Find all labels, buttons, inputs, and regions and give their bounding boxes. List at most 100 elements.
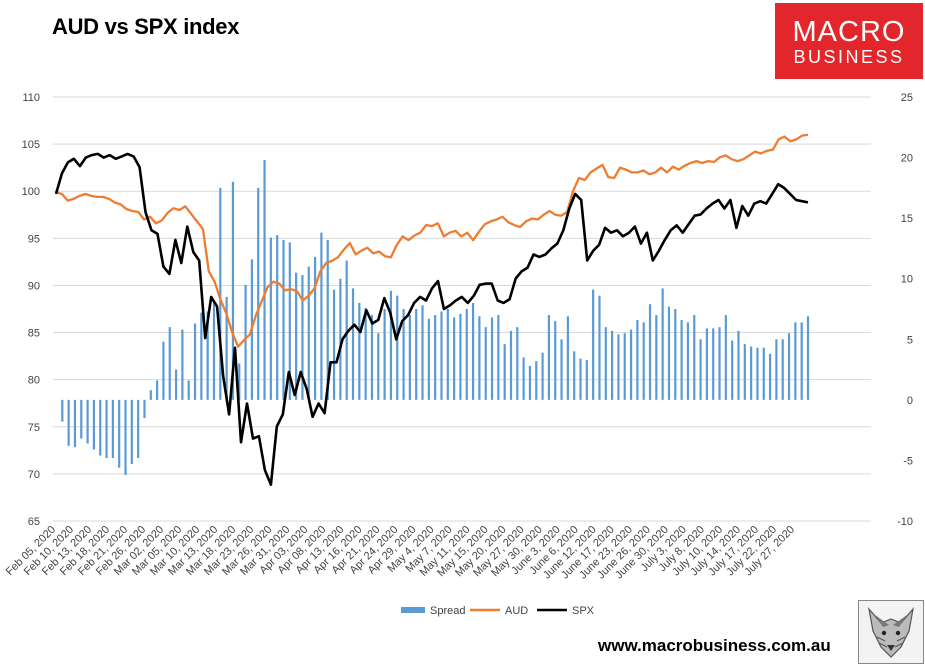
left-tick-label: 90 [28,280,40,292]
spread-bar [244,284,247,400]
spread-bar [661,288,664,400]
spread-bar [497,315,500,400]
spread-bar [800,322,803,400]
spread-bar [434,315,437,400]
spread-bar [156,380,159,400]
spread-bar [377,333,380,400]
spread-bar [547,315,551,400]
spread-bar [162,341,165,400]
spread-bar [478,316,481,400]
spread-bar [313,256,317,400]
spread-bar [648,304,652,400]
spread-bar [629,329,633,400]
spread-bar [566,316,569,400]
spread-bar [238,363,241,400]
left-tick-label: 100 [22,186,40,198]
spread-bar [611,330,614,400]
spread-bar [187,380,190,400]
spread-bar [636,319,639,400]
spread-bar [61,399,64,422]
spread-bar [718,327,721,400]
spread-bar [427,318,430,400]
spread-bar [130,399,133,465]
spread-bar [731,340,734,400]
spread-bar [408,315,411,400]
spread-bar [535,361,538,400]
spread-bar [402,309,405,400]
right-tick-label: 25 [901,92,913,104]
spread-bar [528,365,532,400]
spread-bar [560,339,563,400]
spread-bar [598,295,601,400]
spread-bar [787,333,791,400]
right-tick-label: 5 [907,334,913,346]
spread-bar [623,333,626,400]
spread-bar [332,289,336,400]
right-tick-label: 15 [901,213,913,225]
spread-bar [756,347,759,400]
spread-bar [307,266,310,400]
spread-bar [351,288,355,400]
spread-bar [667,306,671,400]
left-tick-label: 85 [28,328,40,340]
spread-bar [257,187,260,400]
spread-bar [263,159,266,400]
spread-bar [288,242,291,400]
footer-url[interactable]: www.macrobusiness.com.au [598,636,831,655]
spread-bar [459,313,462,400]
legend-swatch-spread [401,607,425,613]
spread-bar [181,329,184,400]
spread-bar [781,339,784,400]
spread-bar [453,317,456,400]
spread-bar [111,399,114,459]
spread-bar [806,316,810,400]
left-tick-label: 95 [28,233,40,245]
left-tick-label: 75 [28,422,40,434]
left-tick-label: 80 [28,375,40,387]
spread-bar [389,290,393,400]
chart-title: AUD vs SPX index [52,14,240,39]
spread-bar [465,309,468,400]
line-series [54,133,809,487]
spread-bar [174,369,178,400]
right-tick-label: 10 [901,274,913,286]
logo-line2: BUSINESS [793,47,905,67]
spread-bar [573,351,576,400]
spread-bar [699,339,702,400]
spread-bar [370,315,374,400]
spread-bar [345,260,348,400]
right-axis-ticks: -10 -5 0 5 10 15 20 25 [897,92,913,528]
spread-bar [762,347,765,400]
spread-bar [680,319,683,400]
spread-bar [737,330,740,400]
spread-bar [269,237,272,400]
spread-bar [484,327,487,400]
aud-line [55,133,809,348]
spread-bar [471,302,475,400]
legend-label-spx: SPX [572,605,595,617]
spread-bar [137,399,140,459]
spread-bar [124,399,127,475]
spread-bar [579,358,582,400]
spread-bar [219,187,222,400]
spread-bar [604,327,607,400]
gridlines [53,96,871,522]
spread-bar [339,278,342,400]
spread-bar [200,312,203,400]
legend-label-aud: AUD [505,605,528,617]
spread-bar [92,399,96,450]
left-axis-ticks: 65 70 75 80 85 90 95 100 105 110 [22,92,40,528]
spread-bar [396,295,399,400]
chart-legend: Spread AUD SPX [401,605,595,617]
spread-bar [364,307,367,400]
spread-bar [80,399,83,439]
spread-bar [712,328,715,400]
spread-bar [705,328,708,400]
right-tick-label: 20 [901,153,913,165]
spread-bar [282,239,285,400]
fox-mascot-icon [858,600,924,664]
macro-business-logo: MACRO BUSINESS [775,3,923,79]
spread-bar [301,275,304,400]
right-tick-label: -5 [903,455,913,467]
